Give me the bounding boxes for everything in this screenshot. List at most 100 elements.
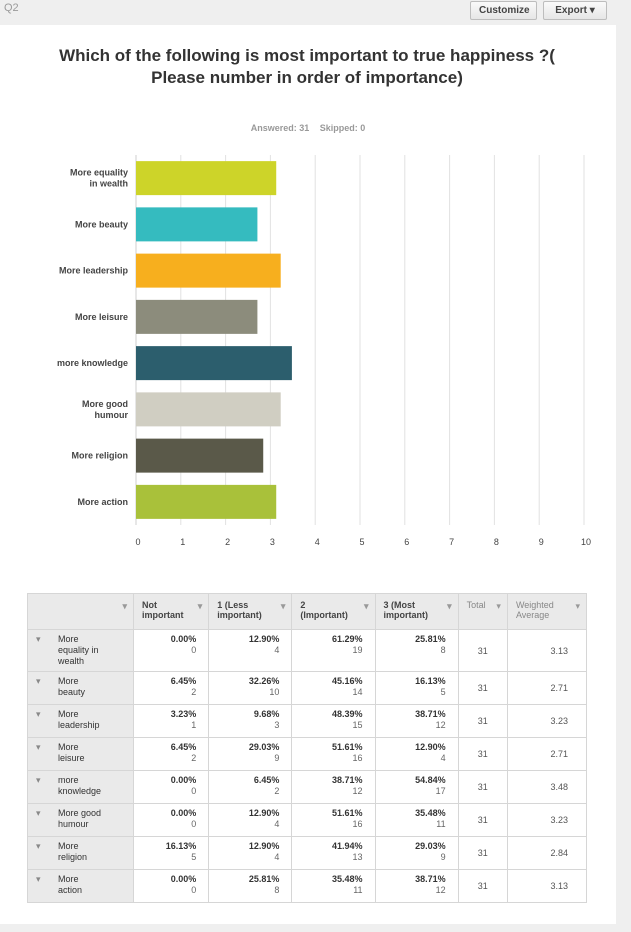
row-label: more [58, 775, 79, 785]
total-cell: 31 [457, 836, 508, 870]
table-cell: 6.45% 2 [208, 770, 293, 804]
cell-percent: 6.45% [253, 775, 280, 785]
weighted-average-cell: 3.23 [506, 704, 588, 738]
table-row: ▾ More good humour 0.00% 0 12.90% 4 51.61% 16 35.… [26, 803, 588, 837]
table-cell: 0.00% 0 [133, 770, 210, 804]
bar [136, 484, 277, 519]
category-label: More action [77, 497, 128, 507]
row-header[interactable]: ▾ More religion [26, 836, 135, 870]
chevron-down-icon[interactable]: ▾ [36, 874, 41, 884]
table-cell: 61.29% 19 [291, 629, 376, 672]
category-label: More beauty [75, 219, 128, 229]
total-cell: 31 [457, 803, 508, 837]
customize-button[interactable]: Customize [470, 1, 537, 20]
question-number: Q2 [4, 2, 19, 14]
chevron-down-icon[interactable]: ▾ [36, 634, 41, 644]
table-row: ▾ More equality in wealth 0.00% 0 12.90% 4 61.29… [26, 629, 588, 672]
column-header[interactable]: 3 (Most important) [374, 593, 459, 630]
x-tick-label: 4 [315, 537, 320, 547]
weighted-average-cell: 2.71 [506, 671, 588, 705]
cell-count: 1 [191, 720, 197, 730]
cell-percent: 25.81% [415, 634, 446, 644]
chevron-down-icon[interactable]: ▾ [36, 676, 41, 686]
table-cell: 0.00% 0 [133, 629, 210, 672]
category-label: more knowledge [57, 358, 128, 368]
cell-count: 0 [191, 819, 197, 829]
row-header[interactable]: ▾ More equality in wealth [26, 629, 135, 672]
table-cell: 51.61% 16 [291, 737, 376, 771]
bar [136, 438, 264, 473]
cell-count: 5 [440, 687, 446, 697]
bar [136, 207, 258, 242]
total-cell: 31 [457, 869, 508, 903]
row-header[interactable]: ▾ More leadership [26, 704, 135, 738]
cell-percent: 0.00% [170, 634, 197, 644]
row-header-corner[interactable] [26, 593, 135, 630]
cell-count: 13 [352, 852, 363, 862]
table-row: ▾ More beauty 6.45% 2 32.26% 10 45.16% 14 16.13% 5… [26, 671, 588, 705]
table-cell: 29.03% 9 [208, 737, 293, 771]
cell-count: 19 [352, 645, 363, 655]
table-cell: 6.45% 2 [133, 671, 210, 705]
bar [136, 392, 281, 427]
column-header[interactable]: 1 (Less important) [208, 593, 293, 630]
row-header[interactable]: ▾ more knowledge [26, 770, 135, 804]
row-label: More [58, 742, 79, 752]
top-bar: Q2 Customize Export ▾ [0, 0, 631, 25]
cell-count: 16 [352, 819, 363, 829]
chevron-down-icon[interactable]: ▾ [36, 709, 41, 719]
row-header[interactable]: ▾ More action [26, 869, 135, 903]
row-header[interactable]: ▾ More beauty [26, 671, 135, 705]
question-title: Which of the following is most important… [59, 46, 555, 87]
row-header[interactable]: ▾ More leisure [26, 737, 135, 771]
table-cell: 35.48% 11 [291, 869, 376, 903]
cell-percent: 12.90% [415, 742, 446, 752]
cell-percent: 35.48% [415, 808, 446, 818]
chevron-down-icon[interactable]: ▾ [36, 808, 41, 818]
cell-count: 14 [352, 687, 363, 697]
bar [136, 161, 277, 196]
column-header[interactable]: 2 (Important) [291, 593, 376, 630]
table-cell: 32.26% 10 [208, 671, 293, 705]
cell-percent: 6.45% [170, 676, 197, 686]
cell-count: 17 [435, 786, 446, 796]
table-cell: 51.61% 16 [291, 803, 376, 837]
table-cell: 0.00% 0 [133, 803, 210, 837]
cell-count: 11 [436, 819, 446, 829]
category-label: More religion [71, 451, 128, 461]
category-label: More leadership [59, 266, 129, 276]
table-cell: 38.71% 12 [374, 869, 459, 903]
row-header[interactable]: ▾ More good humour [26, 803, 135, 837]
cell-count: 4 [440, 753, 446, 763]
chevron-down-icon[interactable]: ▾ [36, 742, 41, 752]
chevron-down-icon[interactable]: ▾ [36, 775, 41, 785]
cell-count: 8 [440, 645, 446, 655]
row-label: leisure [58, 753, 85, 763]
column-header-label: important [142, 610, 184, 620]
row-label: More [58, 709, 79, 719]
cell-count: 2 [274, 786, 280, 796]
cell-percent: 61.29% [332, 634, 363, 644]
cell-percent: 51.61% [332, 808, 363, 818]
total-cell: 31 [457, 671, 508, 705]
response-summary: Answered: 31 Skipped: 0 [0, 123, 616, 133]
column-header[interactable]: Weighted Average [506, 593, 588, 630]
row-label: leadership [58, 720, 100, 730]
export-button[interactable]: Export ▾ [543, 1, 607, 20]
cell-percent: 9.68% [253, 709, 280, 719]
column-header[interactable]: Not important [133, 593, 210, 630]
row-label: More [58, 841, 79, 851]
cell-percent: 38.71% [415, 709, 446, 719]
table-cell: 12.90% 4 [208, 803, 293, 837]
cell-percent: 41.94% [332, 841, 363, 851]
column-header[interactable]: Total [457, 593, 508, 630]
table-cell: 6.45% 2 [133, 737, 210, 771]
cell-count: 5 [191, 852, 197, 862]
chevron-down-icon[interactable]: ▾ [36, 841, 41, 851]
table-cell: 41.94% 13 [291, 836, 376, 870]
row-label: equality in [58, 645, 99, 655]
cell-percent: 0.00% [170, 775, 197, 785]
column-header-label: (Important) [300, 610, 348, 620]
category-label: More leisure [75, 312, 128, 322]
